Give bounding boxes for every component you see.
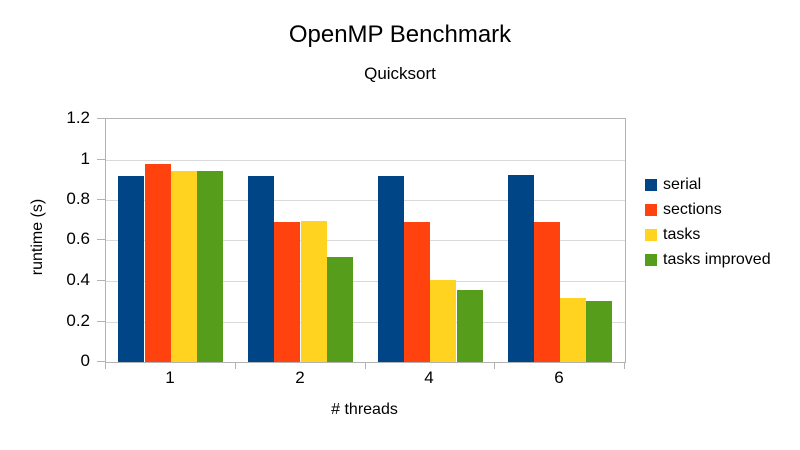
bar-tasks-improved-2: [327, 257, 353, 362]
gridline: [106, 160, 625, 161]
x-tick-mark: [235, 362, 236, 369]
chart-subtitle: Quicksort: [364, 64, 436, 83]
legend-item: serial: [645, 176, 771, 193]
bar-tasks-improved-4: [457, 290, 483, 362]
y-tick-label: 1.2: [66, 108, 90, 127]
y-tick-mark: [97, 199, 105, 200]
x-tick-mark: [494, 362, 495, 369]
y-tick-mark: [97, 239, 105, 240]
legend-label: serial: [663, 176, 702, 193]
x-tick-mark: [365, 362, 366, 369]
bar-tasks-6: [560, 298, 586, 362]
y-tick-mark: [97, 321, 105, 322]
y-tick-label: 0.4: [66, 270, 90, 289]
bar-sections-1: [145, 164, 171, 362]
y-axis-title: runtime (s): [29, 198, 46, 276]
y-tick-label: 0: [80, 351, 90, 370]
gridline: [106, 281, 625, 282]
bar-sections-2: [274, 222, 300, 362]
legend-label: tasks improved: [663, 251, 771, 268]
y-tick-mark: [97, 118, 105, 119]
y-tick-mark: [97, 159, 105, 160]
bar-tasks-improved-1: [197, 171, 223, 362]
bar-serial-2: [248, 176, 274, 362]
legend-label: sections: [663, 201, 722, 218]
bar-serial-6: [508, 175, 534, 362]
x-axis-title: # threads: [331, 401, 398, 418]
legend-swatch-icon: [645, 203, 657, 216]
y-tick-label: 0.6: [66, 229, 90, 248]
bar-sections-6: [534, 222, 560, 362]
y-tick-mark: [97, 361, 105, 362]
legend-swatch-icon: [645, 228, 657, 241]
bar-tasks-improved-6: [586, 301, 612, 362]
legend-item: tasks improved: [645, 251, 771, 268]
y-tick-mark: [97, 280, 105, 281]
x-tick-label: 4: [424, 368, 434, 387]
y-tick-label: 0.8: [66, 189, 90, 208]
legend-swatch-icon: [645, 253, 657, 266]
x-tick-label: 6: [554, 368, 564, 387]
x-tick-label: 1: [165, 368, 175, 387]
bar-tasks-1: [171, 171, 197, 362]
plot-area: [105, 118, 626, 363]
chart-title: OpenMP Benchmark: [288, 21, 512, 48]
bar-tasks-2: [301, 221, 327, 362]
legend-item: sections: [645, 201, 771, 218]
y-tick-label: 0.2: [66, 311, 90, 330]
y-tick-label: 1: [80, 149, 90, 168]
bar-serial-1: [118, 176, 144, 362]
legend: serial sections tasks tasks improved: [645, 176, 771, 276]
x-tick-label: 2: [295, 368, 305, 387]
x-tick-mark: [105, 362, 106, 369]
gridline: [106, 200, 625, 201]
gridline: [106, 322, 625, 323]
bar-serial-4: [378, 176, 404, 362]
x-tick-mark: [624, 362, 625, 369]
legend-label: tasks: [663, 226, 701, 243]
legend-swatch-icon: [645, 178, 657, 191]
bar-sections-4: [404, 222, 430, 362]
legend-item: tasks: [645, 226, 771, 243]
bar-tasks-4: [430, 280, 456, 362]
gridline: [106, 240, 625, 241]
